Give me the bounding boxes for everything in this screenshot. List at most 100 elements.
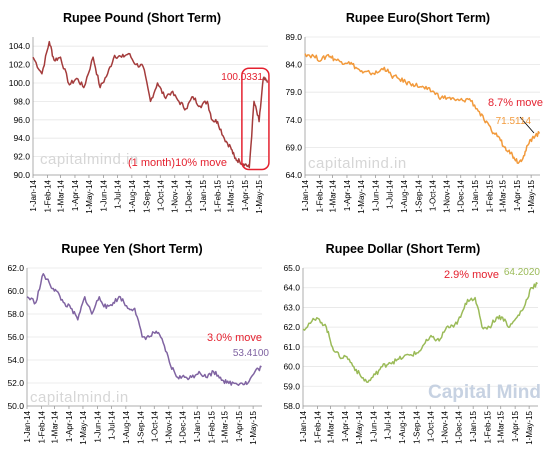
x-tick-label: 1-Apr-14 (71, 179, 80, 211)
x-tick-label: 1-May-15 (527, 179, 536, 213)
x-tick-label: 1-Nov-14 (171, 179, 180, 212)
x-tick-label: 1-Jan-14 (29, 179, 38, 211)
x-tick-label: 1-May-14 (357, 179, 366, 213)
x-tick-label: 1-Jun-14 (371, 179, 380, 211)
x-tick-label: 1-May-15 (249, 410, 258, 444)
x-tick-label: 1-Feb-14 (313, 410, 322, 443)
y-tick-label: 62.0 (7, 263, 24, 273)
x-tick-label: 1-Mar-14 (57, 179, 66, 212)
chart-svg: Rupee Pound (Short Term) 90.0 92.0 94.0 96.0… (9, 11, 270, 214)
y-tick-label: 79.0 (285, 87, 302, 97)
x-tick-label: 1-Sep-14 (414, 179, 423, 212)
x-tick-label: 1-Oct-14 (156, 179, 165, 211)
chart-title: Rupee Euro(Short Term) (346, 11, 490, 25)
value-annotation: 100.0331 (221, 72, 263, 83)
y-tick-label: 61.0 (283, 342, 300, 352)
x-tick-label: 1-Jun-14 (99, 179, 108, 211)
annotation-pointer (519, 116, 535, 134)
x-tick-label: 1-Jun-14 (369, 410, 378, 442)
move-annotation: 3.0% move (207, 332, 262, 344)
x-tick-label: 1-Sep-14 (412, 410, 421, 443)
x-tick-label: 1-Jul-14 (113, 179, 122, 208)
y-tick-label: 58.0 (283, 401, 300, 411)
x-tick-label: 1-Feb-14 (43, 179, 52, 212)
y-tick-label: 104.0 (9, 41, 31, 51)
x-tick-label: 1-Jun-14 (93, 410, 102, 442)
value-annotation: (1 month)10% move (128, 157, 227, 169)
y-tick-label: 50.0 (7, 401, 24, 411)
x-tick-label: 1-Apr-14 (65, 410, 74, 442)
x-tick-label: 1-Mar-15 (221, 410, 230, 443)
x-tick-label: 1-Jul-14 (107, 410, 116, 439)
move-annotation: 8.7% move (488, 97, 543, 109)
series-line (26, 273, 262, 386)
y-tick-label: 64.0 (283, 283, 300, 293)
x-tick-label: 1-Feb-14 (315, 179, 324, 212)
x-tick-label: 1-Jan-15 (199, 179, 208, 211)
x-tick-label: 1-Feb-15 (484, 410, 493, 443)
x-tick-label: 1-Feb-15 (208, 410, 217, 443)
y-tick-label: 58.0 (7, 309, 24, 319)
x-tick-label: 1-Aug-14 (398, 410, 407, 443)
x-tick-label: 1-Mar-15 (227, 179, 236, 212)
x-tick-label: 1-Mar-14 (329, 179, 338, 212)
y-tick-label: 56.0 (7, 332, 24, 342)
x-tick-label: 1-May-14 (355, 410, 364, 444)
x-tick-label: 1-Oct-14 (426, 410, 435, 442)
x-tick-label: 1-Apr-15 (511, 410, 520, 442)
series-line (32, 40, 269, 169)
chart-title: Rupee Pound (Short Term) (63, 11, 221, 25)
x-tick-label: 1-May-14 (79, 410, 88, 444)
chart-svg: Rupee Dollar (Short Term) 58.0 59.0 60.0 61.… (283, 242, 541, 445)
x-tick-label: 1-Dec-14 (455, 410, 464, 443)
y-tick-label: 74.0 (285, 115, 302, 125)
x-tick-label: 1-Apr-15 (241, 179, 250, 211)
x-tick-label: 1-Jan-14 (299, 410, 308, 442)
y-tick-label: 64.0 (285, 170, 302, 180)
x-tick-label: 1-Apr-14 (341, 410, 350, 442)
x-tick-label: 1-Mar-14 (327, 410, 336, 443)
y-tick-label: 94.0 (13, 133, 30, 143)
y-tick-label: 98.0 (13, 96, 30, 106)
brand-watermark: Capital Mind (428, 382, 541, 403)
value-annotation: 71.5114 (496, 116, 532, 127)
x-tick-label: 1-Apr-15 (235, 410, 244, 442)
x-tick-label: 1-Jan-15 (193, 410, 202, 442)
x-tick-label: 1-Feb-15 (486, 179, 495, 212)
move-annotation: 2.9% move (444, 269, 499, 281)
watermark-text: capitalmind.in (30, 389, 129, 406)
x-tick-label: 1-May-14 (85, 179, 94, 213)
value-annotation: 53.4100 (233, 348, 270, 359)
x-tick-label: 1-Jan-15 (471, 179, 480, 211)
y-tick-label: 92.0 (13, 152, 30, 162)
y-tick-label: 65.0 (283, 263, 300, 273)
y-tick-label: 84.0 (285, 60, 302, 70)
x-tick-label: 1-Aug-14 (400, 179, 409, 212)
rupee-pound-chart: Rupee Pound (Short Term) 90.0 92.0 94.0 96.0… (0, 0, 272, 231)
rupee-euro-chart: Rupee Euro(Short Term) 64.0 69.0 74.0 79.0 84… (272, 0, 544, 231)
series-line (302, 282, 538, 384)
y-tick-label: 100.0 (9, 78, 31, 88)
x-tick-label: 1-Apr-15 (513, 179, 522, 211)
y-tick-label: 89.0 (285, 32, 302, 42)
y-tick-label: 52.0 (7, 378, 24, 388)
y-tick-label: 63.0 (283, 302, 300, 312)
x-tick-label: 1-Jan-14 (23, 410, 32, 442)
watermark-text: capitalmind.in (308, 155, 407, 172)
y-tick-label: 59.0 (283, 381, 300, 391)
x-tick-label: 1-Feb-14 (37, 410, 46, 443)
y-tick-label: 54.0 (7, 355, 24, 365)
watermark-text: capitalmind.in (40, 151, 139, 168)
x-tick-label: 1-Dec-14 (457, 179, 466, 212)
x-tick-label: 1-Dec-14 (179, 410, 188, 443)
x-tick-label: 1-Oct-14 (428, 179, 437, 211)
x-tick-label: 1-Nov-14 (441, 410, 450, 443)
y-tick-label: 102.0 (9, 60, 31, 70)
y-tick-label: 90.0 (13, 170, 30, 180)
x-tick-label: 1-Oct-14 (150, 410, 159, 442)
x-tick-label: 1-Apr-14 (343, 179, 352, 211)
rupee-yen-chart: Rupee Yen (Short Term) 50.0 52.0 54.0 56.0 58… (0, 231, 272, 462)
x-tick-label: 1-Nov-14 (443, 179, 452, 212)
y-tick-label: 62.0 (283, 322, 300, 332)
y-tick-label: 60.0 (7, 286, 24, 296)
